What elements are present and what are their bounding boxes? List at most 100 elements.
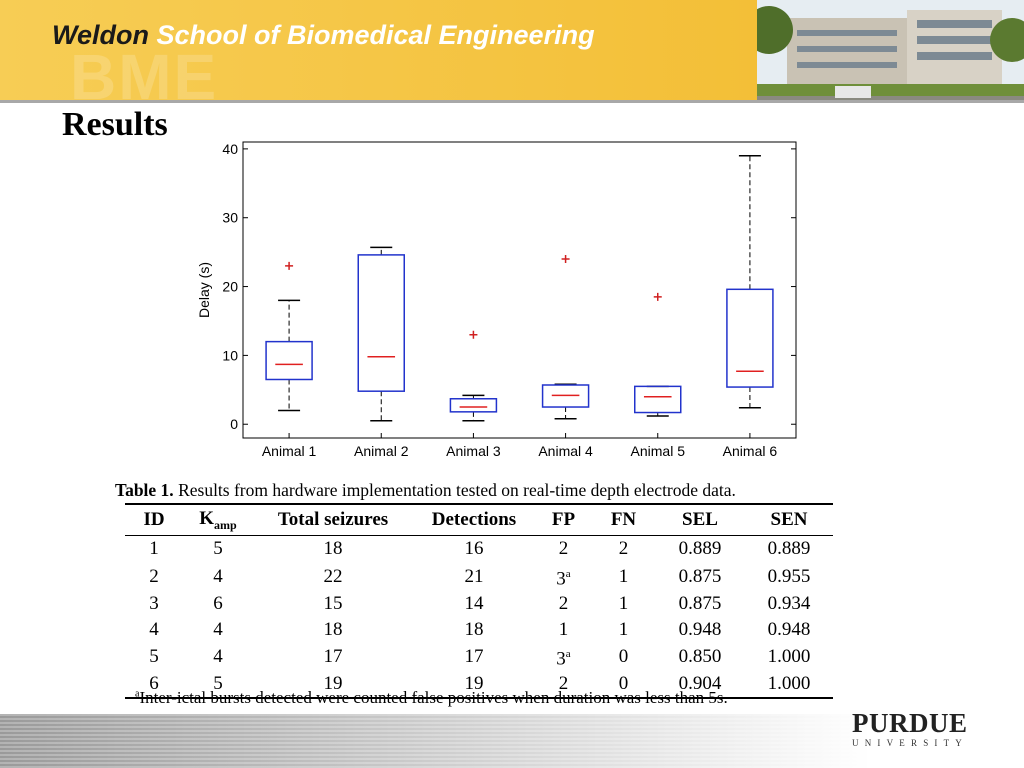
- y-tick-label: 0: [230, 416, 238, 432]
- brand-name: Weldon: [52, 20, 149, 50]
- table-cell: 4: [213, 618, 223, 640]
- table-cell: 5: [213, 538, 223, 560]
- column-header: SEL: [655, 503, 745, 536]
- table-cell: 1: [618, 618, 629, 640]
- column-header: Total seizures: [253, 503, 413, 536]
- table-cell: 3a: [535, 642, 592, 671]
- table-cell: 0.875: [678, 565, 722, 587]
- table-cell: 2: [618, 538, 629, 560]
- table-cell: 19: [253, 671, 413, 699]
- footnote-text: Inter-ictal bursts detected were counted…: [139, 688, 728, 707]
- table-cell: 2: [149, 565, 159, 587]
- x-tick-label: Animal 5: [631, 443, 686, 459]
- logo: PURDUE: [852, 708, 968, 738]
- table-cell: 21: [464, 565, 484, 587]
- table-cell: 0.889: [678, 538, 722, 560]
- footnote: aInter-ictal bursts detected were counte…: [135, 688, 728, 708]
- table-cell: 6: [125, 671, 183, 699]
- y-tick-label: 40: [222, 141, 238, 157]
- footer-band: [0, 714, 1024, 768]
- table-cell: 0.955: [767, 565, 811, 587]
- y-tick-label: 10: [222, 347, 238, 363]
- table-cell: 19: [413, 671, 535, 699]
- table-cell: 1.000: [767, 645, 811, 667]
- table-row: 4 4 18 18 1 1 0.948 0.948: [125, 616, 833, 642]
- slide-title: Results: [62, 106, 168, 143]
- table-cell: 17: [323, 645, 343, 667]
- table-cell: 0.934: [767, 593, 811, 615]
- table-cell: 1.000: [745, 671, 833, 699]
- logo-sub: UNIVERSITY: [852, 738, 968, 748]
- cell-text: 3: [556, 648, 566, 670]
- table-cell: 22: [323, 565, 343, 587]
- cell-sub: amp: [214, 517, 237, 532]
- table-cell: 4: [213, 645, 223, 667]
- outlier: [285, 261, 294, 270]
- table-body: 1 5 18 16 2 2 0.889 0.889 2 4 22 21 3a 1 0.875 0.955 3 6 1…: [125, 536, 833, 699]
- outlier: [653, 292, 662, 301]
- table-cell: 5: [183, 671, 253, 699]
- box-plot: 0 10 20 30 40 Delay (s) Animal 1 Animal 2 Animal…: [196, 141, 797, 459]
- table-cell: 2: [535, 671, 592, 699]
- y-axis-label: Delay (s): [196, 262, 212, 318]
- results-table: ID Kamp Total seizures Detections FP FN SEL SEN…: [125, 503, 833, 699]
- campus-photo: [757, 0, 1024, 103]
- x-tick-label: Animal 3: [446, 443, 501, 459]
- table-cell: 6: [213, 593, 223, 615]
- table-row: 5 4 17 17 3a 0 0.850 1.000: [125, 642, 833, 671]
- x-tick-label: Animal 4: [538, 443, 593, 459]
- x-tick-label: Animal 1: [262, 443, 317, 459]
- table-cell: 2: [558, 593, 569, 615]
- box: [265, 340, 313, 381]
- cell-text: 3: [556, 567, 566, 589]
- cell-sup: a: [565, 647, 571, 660]
- y-tick-label: 30: [222, 210, 238, 226]
- caption-text: Results from hardware implementation tes…: [178, 480, 736, 500]
- table-cell: 0.904: [655, 671, 745, 699]
- table-cell: 18: [323, 618, 343, 640]
- table-row: 2 4 22 21 3a 1 0.875 0.955: [125, 562, 833, 591]
- x-tick-label: Animal 6: [723, 443, 778, 459]
- caption-label: Table 1.: [115, 480, 174, 500]
- table-cell: 14: [464, 593, 484, 615]
- cell-text: K: [199, 507, 215, 529]
- table-cell: 0: [618, 645, 629, 667]
- table-cell: 18: [464, 618, 484, 640]
- table-cell: 4: [213, 565, 223, 587]
- column-header: FP: [535, 503, 592, 536]
- header-row: ID Kamp Total seizures Detections FP FN SEL SEN: [125, 503, 833, 536]
- school-name: School of Biomedical Engineering: [156, 20, 595, 50]
- table-cell: 1: [149, 538, 159, 560]
- column-header: SEN: [745, 503, 833, 536]
- x-tick-label: Animal 2: [354, 443, 409, 459]
- header-rule: [0, 100, 1024, 103]
- column-header: Kamp: [183, 503, 253, 536]
- box: [726, 288, 774, 388]
- table-cell: 0.948: [767, 618, 811, 640]
- plot-frame: [242, 141, 797, 439]
- table-caption: Table 1. Results from hardware implement…: [115, 480, 736, 501]
- table-cell: 3: [149, 593, 159, 615]
- table-cell: 16: [464, 538, 484, 560]
- footnote-mark: a: [135, 688, 140, 700]
- table-cell: 1: [618, 593, 629, 615]
- box: [449, 398, 498, 413]
- table-cell: 18: [323, 538, 343, 560]
- column-header: FN: [592, 503, 655, 536]
- header-band: [0, 0, 757, 103]
- table-cell: 17: [464, 645, 484, 667]
- y-tick-label: 20: [222, 279, 238, 295]
- table-row: 3 6 15 14 2 1 0.875 0.934: [125, 591, 833, 617]
- brand: Weldon School of Biomedical Engineering: [52, 20, 595, 51]
- table-cell: 0.948: [678, 618, 722, 640]
- table-cell: 0.889: [767, 538, 811, 560]
- table-cell: 0.850: [678, 645, 722, 667]
- table-cell: 0: [592, 671, 655, 699]
- table-cell: 5: [149, 645, 159, 667]
- table-cell: 3a: [535, 562, 592, 591]
- outlier: [561, 255, 570, 264]
- table-cell: 1: [558, 618, 569, 640]
- table-cell: 0.875: [678, 593, 722, 615]
- column-header: ID: [125, 503, 183, 536]
